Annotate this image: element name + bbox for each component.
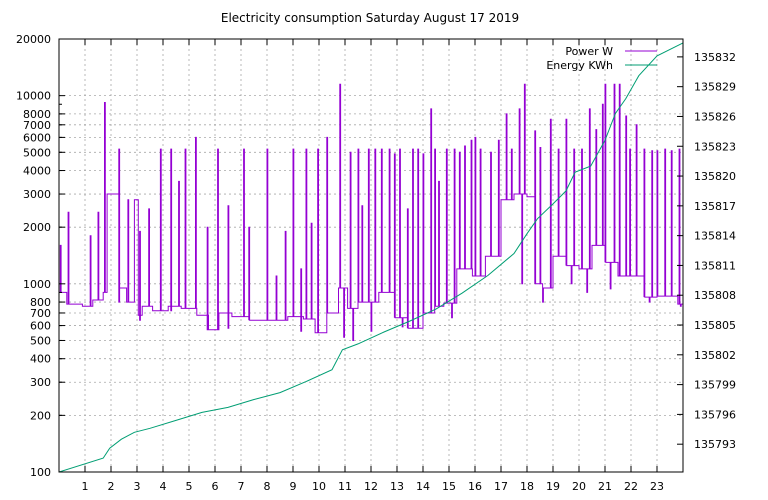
y-right-tick-label: 135832 xyxy=(694,51,736,64)
x-tick-label: 10 xyxy=(312,480,326,493)
x-tick-label: 7 xyxy=(238,480,245,493)
y-right-tick-label: 135811 xyxy=(694,259,736,272)
y-right-tick-label: 135826 xyxy=(694,110,736,123)
x-tick-label: 2 xyxy=(108,480,115,493)
y-right-tick-label: 135817 xyxy=(694,200,736,213)
y-left-tick-label: 3000 xyxy=(23,188,51,201)
y-left-tick-label: 300 xyxy=(30,376,51,389)
x-tick-label: 23 xyxy=(650,480,664,493)
x-tick-label: 21 xyxy=(598,480,612,493)
plot-frame xyxy=(58,38,684,473)
y-left-tick-label: 20000 xyxy=(16,33,51,46)
x-tick-label: 3 xyxy=(134,480,141,493)
y-left-tick-label: 10000 xyxy=(16,90,51,103)
y-left-tick-label: 200 xyxy=(30,409,51,422)
y-left-tick-label: 8000 xyxy=(23,108,51,121)
y-left-tick-label: 600 xyxy=(30,320,51,333)
chart-title: Electricity consumption Saturday August … xyxy=(220,11,520,25)
y-right-tick-label: 135799 xyxy=(694,379,736,392)
legend-label: Power W xyxy=(565,45,613,58)
y-left-tick-label: 7000 xyxy=(23,119,51,132)
y-right-tick-label: 135820 xyxy=(694,170,736,183)
y-left-tick-label: 5000 xyxy=(23,146,51,159)
y-left-tick-label: 6000 xyxy=(23,131,51,144)
y-right-tick-label: 135814 xyxy=(694,230,736,243)
y-left-tick-label: 700 xyxy=(30,307,51,320)
y-right-tick-label: 135808 xyxy=(694,289,736,302)
y-left-tick-label: 800 xyxy=(30,296,51,309)
x-tick-label: 20 xyxy=(572,480,586,493)
y-left-tick-label: 100 xyxy=(30,466,51,479)
x-tick-label: 5 xyxy=(186,480,193,493)
x-tick-label: 18 xyxy=(520,480,534,493)
series-layer xyxy=(59,42,683,472)
x-tick-label: 6 xyxy=(212,480,219,493)
x-tick-label: 8 xyxy=(264,480,271,493)
y-right-tick-label: 135823 xyxy=(694,140,736,153)
y-left-tick-label: 4000 xyxy=(23,165,51,178)
x-tick-label: 1 xyxy=(82,480,89,493)
y-left-tick-label: 400 xyxy=(30,353,51,366)
y-left-tick-label: 500 xyxy=(30,334,51,347)
x-tick-label: 19 xyxy=(546,480,560,493)
y-right-tick-label: 135829 xyxy=(694,81,736,94)
y-left-tick-label: 1000 xyxy=(23,278,51,291)
x-tick-label: 15 xyxy=(442,480,456,493)
y-right-tick-label: 135805 xyxy=(694,319,736,332)
x-tick-label: 16 xyxy=(468,480,482,493)
legend-label: Energy KWh xyxy=(546,59,613,72)
x-tick-label: 9 xyxy=(290,480,297,493)
x-tick-label: 17 xyxy=(494,480,508,493)
x-tick-label: 11 xyxy=(338,480,352,493)
x-tick-label: 4 xyxy=(160,480,167,493)
x-tick-label: 22 xyxy=(624,480,638,493)
series-power-w xyxy=(59,83,683,341)
y-left-tick-label: 2000 xyxy=(23,221,51,234)
y-right-tick-label: 135802 xyxy=(694,349,736,362)
series-energy-kwh xyxy=(59,42,683,472)
x-tick-label: 13 xyxy=(390,480,404,493)
x-tick-label: 14 xyxy=(416,480,430,493)
axes-layer: 1 2 3 4 5 6 7 8 9 10 11 12 13 14 15 16 17 18 19 20 21 22 23100… xyxy=(16,33,736,493)
x-tick-label: 12 xyxy=(364,480,378,493)
y-right-tick-label: 135796 xyxy=(694,408,736,421)
y-right-tick-label: 135793 xyxy=(694,438,736,451)
